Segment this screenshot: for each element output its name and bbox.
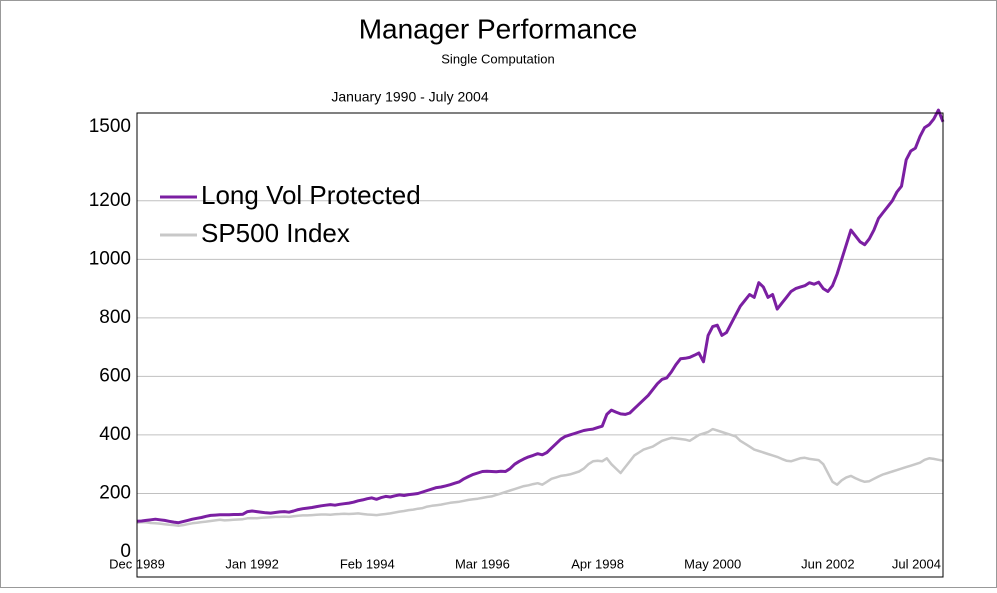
y-tick-label: 0 <box>120 541 131 562</box>
y-tick-label: 400 <box>99 424 131 445</box>
series-line <box>136 427 944 527</box>
legend-label: SP500 Index <box>201 218 350 248</box>
y-tick-label: 1200 <box>89 190 131 211</box>
y-tick-label: 200 <box>99 482 131 503</box>
y-tick-label: 1000 <box>89 248 131 269</box>
x-tick-label: May 2000 <box>684 556 741 571</box>
plot-frame <box>136 112 944 578</box>
x-tick-label: Apr 1998 <box>571 556 624 571</box>
x-tick-label: Jul 2004 <box>892 556 941 571</box>
x-tick-label: Mar 1996 <box>455 556 510 571</box>
y-tick-label: 1500 <box>89 116 131 137</box>
x-tick-label: Feb 1994 <box>340 556 395 571</box>
series-line <box>136 108 945 525</box>
chart-subtitle: Single Computation <box>441 51 554 66</box>
y-tick-label: 800 <box>99 307 131 328</box>
x-tick-label: Jan 1992 <box>225 556 279 571</box>
chart-title: Manager Performance <box>359 13 638 44</box>
y-tick-label: 600 <box>99 365 131 386</box>
legend-label: Long Vol Protected <box>201 180 421 210</box>
date-range: January 1990 - July 2004 <box>331 89 488 105</box>
x-tick-label: Jun 2002 <box>801 556 855 571</box>
